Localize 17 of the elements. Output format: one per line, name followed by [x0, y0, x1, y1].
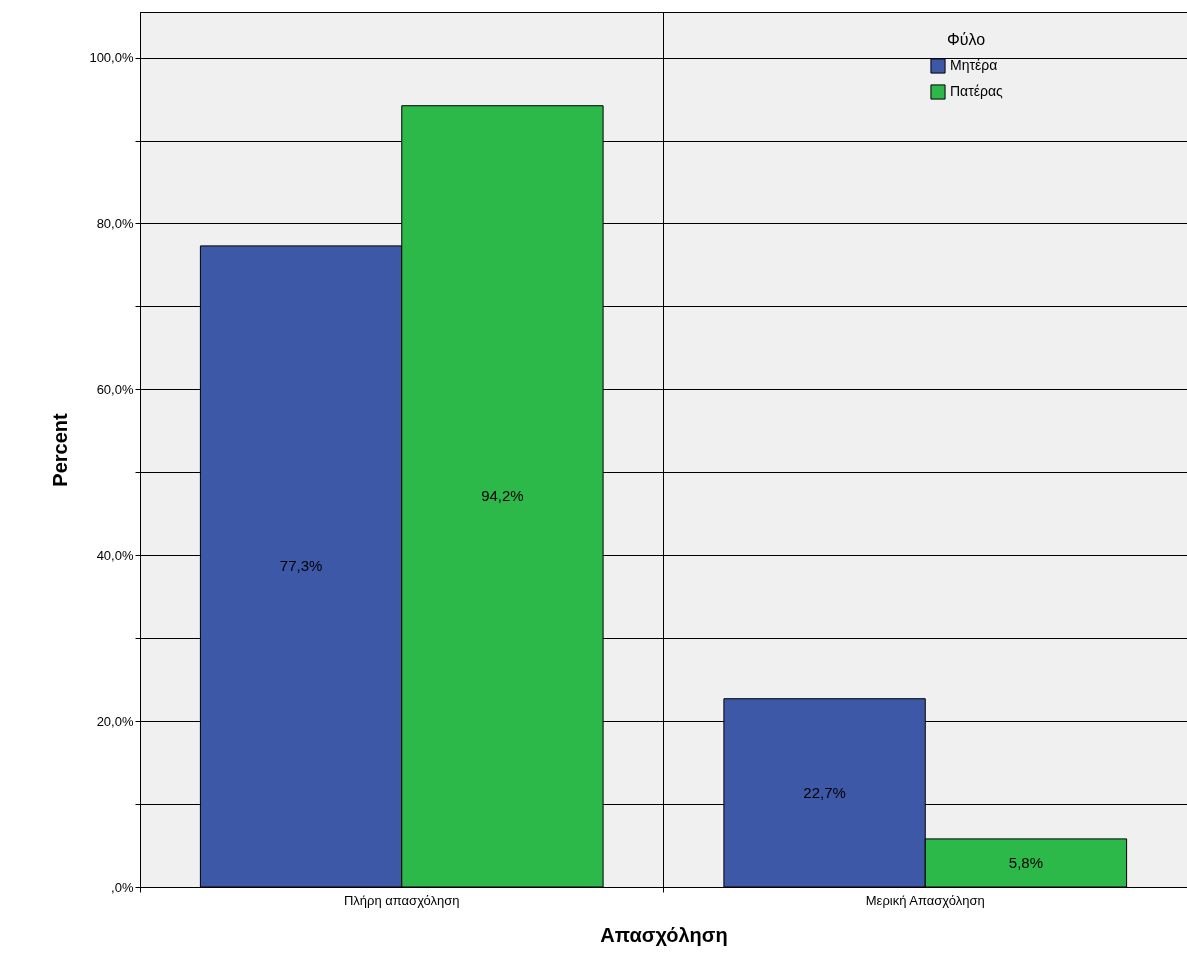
legend-label: Μητέρα [950, 57, 998, 73]
y-tick-label: 100,0% [89, 50, 134, 66]
y-tick-label: 80,0% [96, 215, 134, 231]
legend-title: Φύλο [946, 31, 986, 48]
x-tick-label: Πλήρη απασχόληση [343, 892, 460, 908]
y-tick-label: 40,0% [96, 547, 134, 563]
y-tick-label: ,0% [111, 879, 134, 895]
y-axis-title: Percent [49, 412, 72, 487]
data-label: 77,3% [279, 557, 323, 575]
x-tick-label: Μερική Απασχόληση [865, 892, 985, 908]
data-label: 5,8% [1008, 853, 1044, 871]
y-tick-label: 60,0% [96, 381, 134, 397]
legend-label: Πατέρας [950, 83, 1004, 99]
data-label: 94,2% [481, 487, 524, 505]
y-tick-label: 20,0% [96, 713, 134, 729]
data-label: 22,7% [803, 783, 846, 801]
x-axis-title: Απασχόληση [600, 923, 728, 946]
